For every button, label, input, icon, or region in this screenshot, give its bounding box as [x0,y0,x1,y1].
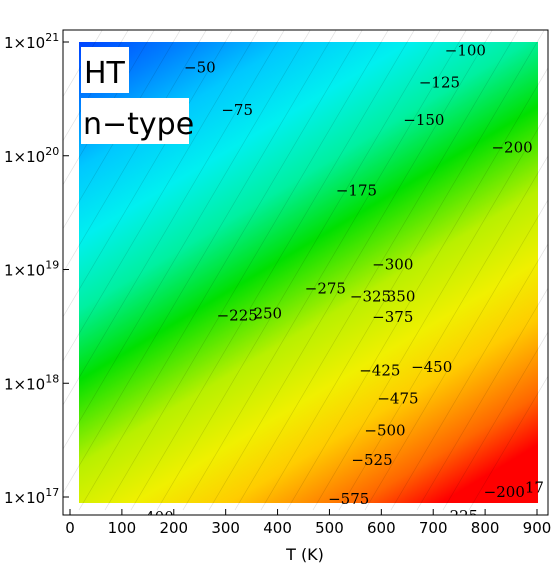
contour-label: 250 [253,304,282,322]
contour-label: −575 [328,490,369,508]
contour-label: −75 [221,101,253,119]
contour-label: −425 [359,361,400,379]
contour-line [63,30,207,274]
contour-line [63,30,337,494]
y-tick-label: 1×1017 [4,486,59,507]
y-tick-exponent: 18 [45,372,59,385]
contour-label: −325 [350,287,391,305]
contour-label: −500 [364,422,405,440]
contour-label: −150 [403,111,444,129]
y-tick-exponent: 17 [45,486,59,499]
contour-label: −450 [411,358,452,376]
contour-line [442,331,548,511]
contour-label: −50 [184,59,216,77]
x-tick-label: 700 [419,519,448,537]
contour-line [390,243,548,511]
contour-label: −200 [491,138,532,156]
y-tick-label: 1×1018 [4,372,59,393]
y-tick-exponent: 21 [45,31,59,44]
n-type-text: n−type [83,107,194,142]
contour-line [364,199,548,511]
contour-label: −400 [133,508,174,526]
contour-line [63,30,285,406]
contour-line [104,30,389,511]
contour-label: −100 [445,42,486,60]
x-tick-label: 600 [367,519,396,537]
x-tick-label: 300 [211,519,240,537]
type-box: n−type [81,98,194,144]
contour-line [156,30,441,511]
contour-label: −475 [377,390,418,408]
contour-line [63,30,103,98]
contour-label: −125 [419,74,460,92]
contour-lines [63,30,548,511]
plot-frame [62,29,549,516]
y-tick-mantissa: 1×10 [4,489,45,507]
contour-label: −275 [305,279,346,297]
contour-line [468,375,548,511]
contour-line [286,67,548,511]
contour-line [63,30,311,450]
contour-label: −375 [372,308,413,326]
y-tick-mantissa: 1×10 [4,148,45,166]
y-tick-label: 1×1021 [4,31,59,52]
x-axis-title: T (K) [285,545,324,564]
contour-line [312,111,548,511]
x-tick-label: 900 [523,519,551,537]
ht-box-bg [81,47,129,93]
contour-line [63,30,233,318]
y-tick-label: 1×1019 [4,259,59,280]
y-tick-exponent: 19 [45,259,59,272]
contour-label: −525 [351,451,392,469]
plot-area: HT n−type −100 −50 −125 −75 −150 −200 −175 −300… [63,30,548,529]
contour-label: −225 [437,507,478,525]
contour-labels: −100 −50 −125 −75 −150 −200 −175 −300 −275 −32535… [133,42,544,529]
contour-label: −175 [336,182,377,200]
contour-label: 17 [525,478,544,496]
contour-line [260,30,545,511]
contour-line [182,30,467,511]
x-tick-label: 100 [108,519,137,537]
y-tick-label: 1×1020 [4,145,59,166]
x-tick-label: 200 [159,519,188,537]
contour-label: 350 [387,287,416,305]
x-axis: 0 100 200 300 400 500 600 700 800 900 [65,509,551,537]
contour-line [63,30,181,230]
contour-line [130,30,415,511]
contour-label: −600 [311,511,352,529]
contour-line [78,30,363,511]
contour-label: −550 [348,511,389,529]
contour-label: −300 [372,256,413,274]
contour-line [208,30,493,511]
contour-line [63,30,259,362]
contour-label: 400 [393,511,422,529]
contour-line [416,287,548,511]
ht-box: HT [81,47,129,93]
contour-label: −225 [217,307,258,325]
contour-line [234,30,519,511]
y-tick-exponent: 20 [45,145,59,158]
x-tick-label: 400 [263,519,292,537]
ht-text: HT [84,56,126,91]
y-tick-mantissa: 1×10 [4,34,45,52]
y-tick-mantissa: 1×10 [4,262,45,280]
x-tick-label: 0 [65,519,75,537]
x-tick-label: 500 [315,519,344,537]
contour-line [338,155,548,511]
contour-label: −200 [484,483,525,501]
type-box-bg [81,98,189,144]
x-tick-label: 800 [471,519,500,537]
y-tick-mantissa: 1×10 [4,375,45,393]
